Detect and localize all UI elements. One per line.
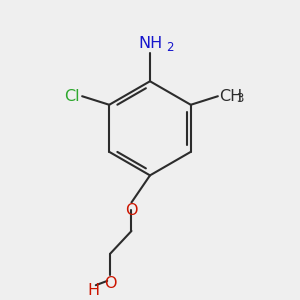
Text: CH: CH	[219, 89, 242, 104]
Text: 3: 3	[236, 92, 243, 105]
Text: Cl: Cl	[64, 89, 79, 104]
Text: 2: 2	[166, 40, 173, 54]
Text: NH: NH	[138, 36, 162, 51]
Text: O: O	[125, 203, 138, 218]
Text: O: O	[104, 276, 116, 291]
Text: H: H	[87, 283, 99, 298]
